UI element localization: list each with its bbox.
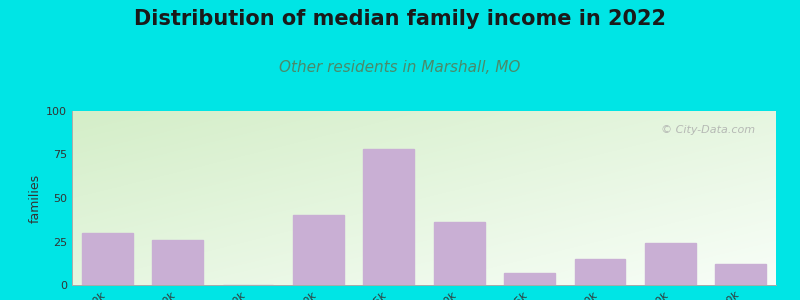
Y-axis label: families: families xyxy=(29,173,42,223)
Text: Other residents in Marshall, MO: Other residents in Marshall, MO xyxy=(279,60,521,75)
Bar xyxy=(82,233,133,285)
Bar xyxy=(152,240,203,285)
Bar xyxy=(293,215,344,285)
Bar xyxy=(363,149,414,285)
Text: Distribution of median family income in 2022: Distribution of median family income in … xyxy=(134,9,666,29)
Bar xyxy=(715,264,766,285)
Bar xyxy=(504,273,555,285)
Bar xyxy=(434,222,485,285)
Bar xyxy=(574,259,626,285)
Text: © City-Data.com: © City-Data.com xyxy=(661,125,755,135)
Bar xyxy=(645,243,696,285)
